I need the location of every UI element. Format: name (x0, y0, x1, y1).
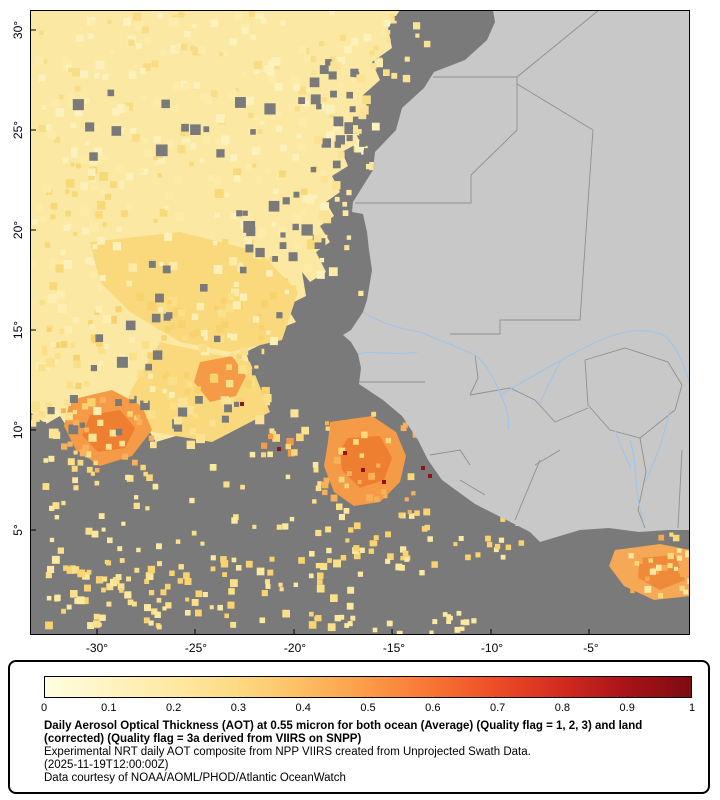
colorbar-tick: 0.7 (489, 702, 506, 714)
map-frame (30, 10, 690, 635)
x-axis-label: -25° (184, 641, 208, 655)
y-axis-label: 30° (11, 20, 25, 40)
colorbar-tick: 0.1 (101, 702, 117, 714)
colorbar-tick: 0.4 (295, 702, 311, 714)
rivers-layer (357, 311, 691, 525)
borders-layer (355, 9, 683, 529)
y-axis-label: 10° (11, 420, 25, 440)
caption-credit: Data courtesy of NOAA/AOML/PHOD/Atlantic… (44, 772, 346, 784)
y-axis-label: 20° (11, 220, 25, 240)
colorbar-tick: 0.8 (554, 702, 571, 714)
y-axis-label: 5° (11, 524, 25, 536)
x-axis-label: -30° (85, 641, 109, 655)
x-axis-label: -5° (583, 641, 599, 655)
caption-timestamp: (2025-11-19T12:00:00Z) (44, 759, 169, 771)
colorbar-tick: 1 (688, 702, 696, 714)
caption-subtitle: Experimental NRT daily AOT composite fro… (44, 746, 531, 758)
colorbar-scale: 0 0.1 0.2 0.3 0.4 0.5 0.6 0.7 0.8 0.9 1 (40, 702, 696, 716)
y-axis-label: 15° (11, 320, 25, 340)
land-layer (343, 10, 692, 542)
colorbar-tick: 0.3 (230, 702, 247, 714)
colorbar-tick: 0 (40, 702, 48, 714)
colorbar-tick: 0.2 (165, 702, 182, 714)
legend-caption: Daily Aerosol Optical Thickness (AOT) at… (44, 720, 684, 785)
colorbar (44, 676, 692, 698)
y-axis-label: 25° (11, 120, 25, 140)
colorbar-tick: 0.5 (360, 702, 376, 714)
x-axis-label: -20° (283, 641, 307, 655)
map-canvas (30, 9, 695, 637)
x-axis-label: -15° (382, 641, 406, 655)
colorbar-tick: 0.9 (619, 702, 635, 714)
colorbar-tick: 0.6 (425, 702, 441, 714)
data-noise-layer (30, 10, 695, 637)
aot-map (30, 9, 695, 637)
x-axis-label: -10° (480, 641, 504, 655)
legend-panel: 0 0.1 0.2 0.3 0.4 0.5 0.6 0.7 0.8 0.9 1 … (8, 660, 710, 794)
caption-title: Daily Aerosol Optical Thickness (AOT) at… (44, 720, 643, 745)
